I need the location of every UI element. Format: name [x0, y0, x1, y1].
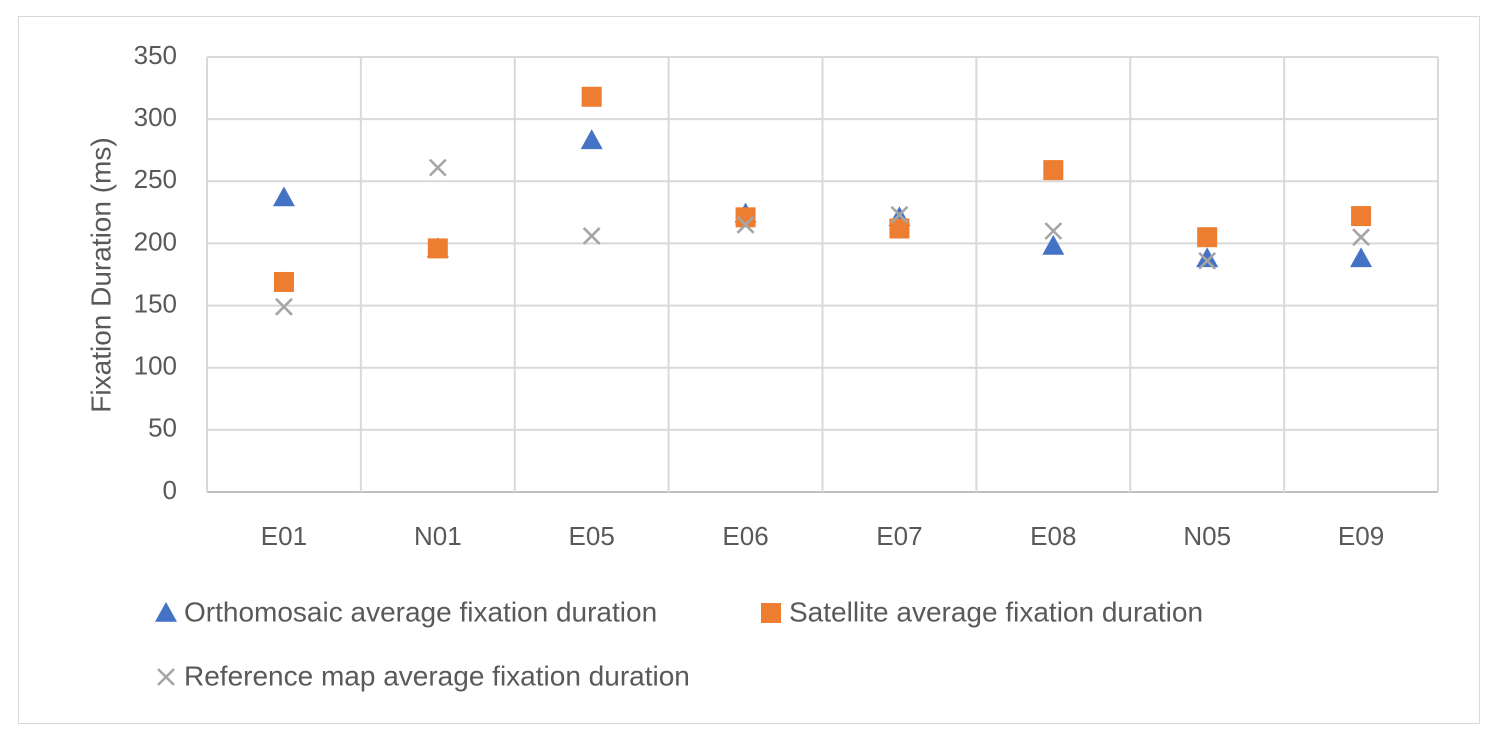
y-axis-label: Fixation Duration (ms): [85, 137, 116, 412]
point-square-e01: [273, 271, 294, 292]
y-tick-label: 150: [134, 288, 177, 318]
legend-label: Satellite average fixation duration: [789, 596, 1203, 627]
y-tick-label: 350: [134, 40, 177, 70]
legend-item: Reference map average fixation duration: [157, 660, 690, 691]
y-tick-label: 100: [134, 351, 177, 381]
y-tick-label: 200: [134, 226, 177, 256]
point-x-e06: [736, 215, 755, 234]
legend-label: Reference map average fixation duration: [184, 660, 690, 691]
x-marker-stroke: [1198, 251, 1217, 270]
legend: Orthomosaic average fixation duration Sat…: [155, 596, 1203, 691]
point-square-n05: [1197, 227, 1218, 248]
point-x-n01: [428, 158, 447, 177]
chart-frame: [18, 16, 1480, 724]
legend-marker-x: [157, 668, 175, 686]
x-marker-stroke: [1352, 228, 1370, 247]
x-tick-label: N01: [414, 521, 462, 551]
point-x-e08: [1044, 222, 1063, 240]
y-tick-label: 0: [163, 475, 177, 505]
x-tick-label: E09: [1338, 521, 1384, 551]
point-square-e06: [735, 207, 756, 228]
x-marker-stroke: [157, 668, 175, 686]
gridlines: [206, 56, 1439, 493]
x-marker-stroke: [582, 227, 601, 245]
x-tick-label: E07: [876, 521, 922, 551]
x-tick-label: E05: [569, 521, 615, 551]
y-axis-ticks: 0 50 100 150 200 250 300 350: [134, 40, 177, 505]
x-marker-stroke: [275, 297, 293, 316]
point-x-e07: [890, 205, 909, 224]
legend-marker-square: [761, 603, 781, 623]
legend-label: Orthomosaic average fixation duration: [184, 596, 657, 627]
point-x-e09: [1352, 228, 1370, 247]
x-marker-stroke: [428, 158, 447, 177]
point-x-e01: [275, 297, 293, 316]
legend-item: Satellite average fixation duration: [761, 596, 1203, 627]
y-tick-label: 300: [134, 102, 177, 132]
x-marker-stroke: [890, 205, 909, 224]
x-tick-label: N05: [1183, 521, 1231, 551]
point-x-n05: [1198, 251, 1217, 270]
legend-marker-triangle: [155, 602, 177, 622]
point-square-e07: [889, 218, 910, 239]
point-triangle-n05: [1196, 247, 1219, 268]
point-triangle-e01: [272, 186, 295, 207]
legend-item: Orthomosaic average fixation duration: [155, 596, 657, 627]
point-triangle-e08: [1042, 234, 1065, 255]
point-triangle-e09: [1350, 247, 1373, 268]
point-x-e05: [582, 227, 601, 245]
x-marker-stroke: [736, 215, 755, 234]
y-tick-label: 250: [134, 164, 177, 194]
point-square-n01: [427, 238, 448, 259]
point-square-e05: [581, 86, 602, 107]
x-tick-label: E06: [722, 521, 768, 551]
data-points: [272, 86, 1373, 316]
x-axis-ticks: E01 N01 E05 E06 E07 E08 N05 E09: [261, 521, 1384, 551]
x-tick-label: E08: [1030, 521, 1076, 551]
point-square-e09: [1351, 206, 1372, 227]
y-tick-label: 50: [148, 413, 177, 443]
x-marker-stroke: [1044, 222, 1063, 240]
point-triangle-e05: [580, 129, 603, 150]
x-tick-label: E01: [261, 521, 307, 551]
point-square-e08: [1043, 160, 1064, 181]
